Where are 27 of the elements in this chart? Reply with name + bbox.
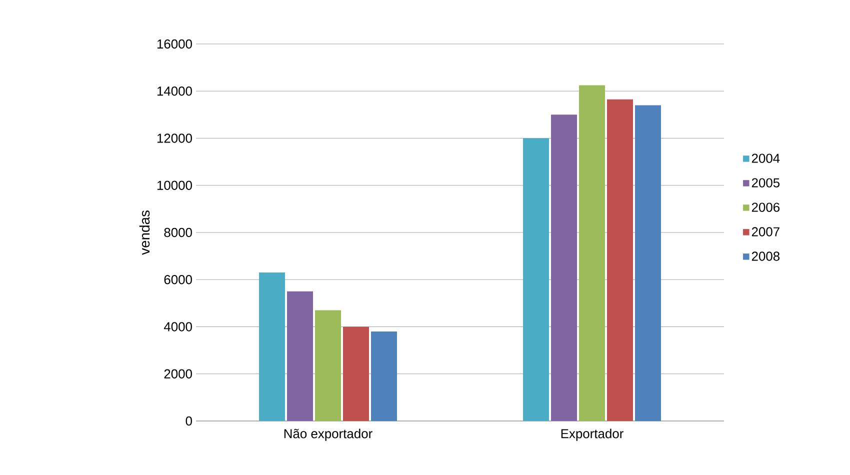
y-tick-label: 10000 [157, 180, 192, 190]
bar [370, 331, 397, 421]
y-tick-label: 16000 [157, 39, 192, 49]
y-tick-label: 6000 [164, 275, 192, 284]
y-tick-label: 0 [186, 416, 192, 426]
bar [551, 114, 578, 421]
bar [523, 138, 550, 421]
y-axis-title: vendas [139, 210, 150, 255]
legend-label: 2004 [752, 154, 780, 163]
legend-label: 2007 [752, 227, 780, 236]
bar [259, 272, 286, 421]
y-tick-label: 4000 [164, 322, 192, 332]
bar [287, 291, 314, 421]
x-tick-label: Não exportador [284, 428, 372, 441]
bar [607, 99, 633, 421]
legend-label: 2008 [752, 252, 780, 261]
x-tick-label: Exportador [561, 428, 624, 441]
legend-label: 2006 [752, 202, 780, 212]
y-tick-label: 8000 [164, 228, 192, 238]
bar [315, 310, 342, 421]
bar [579, 85, 606, 421]
legend-label: 2005 [752, 178, 780, 188]
y-tick-label: 12000 [157, 134, 192, 143]
y-tick-label: 2000 [164, 369, 192, 378]
y-tick-label: 14000 [157, 86, 192, 96]
bar [343, 326, 369, 421]
bar [634, 105, 661, 421]
